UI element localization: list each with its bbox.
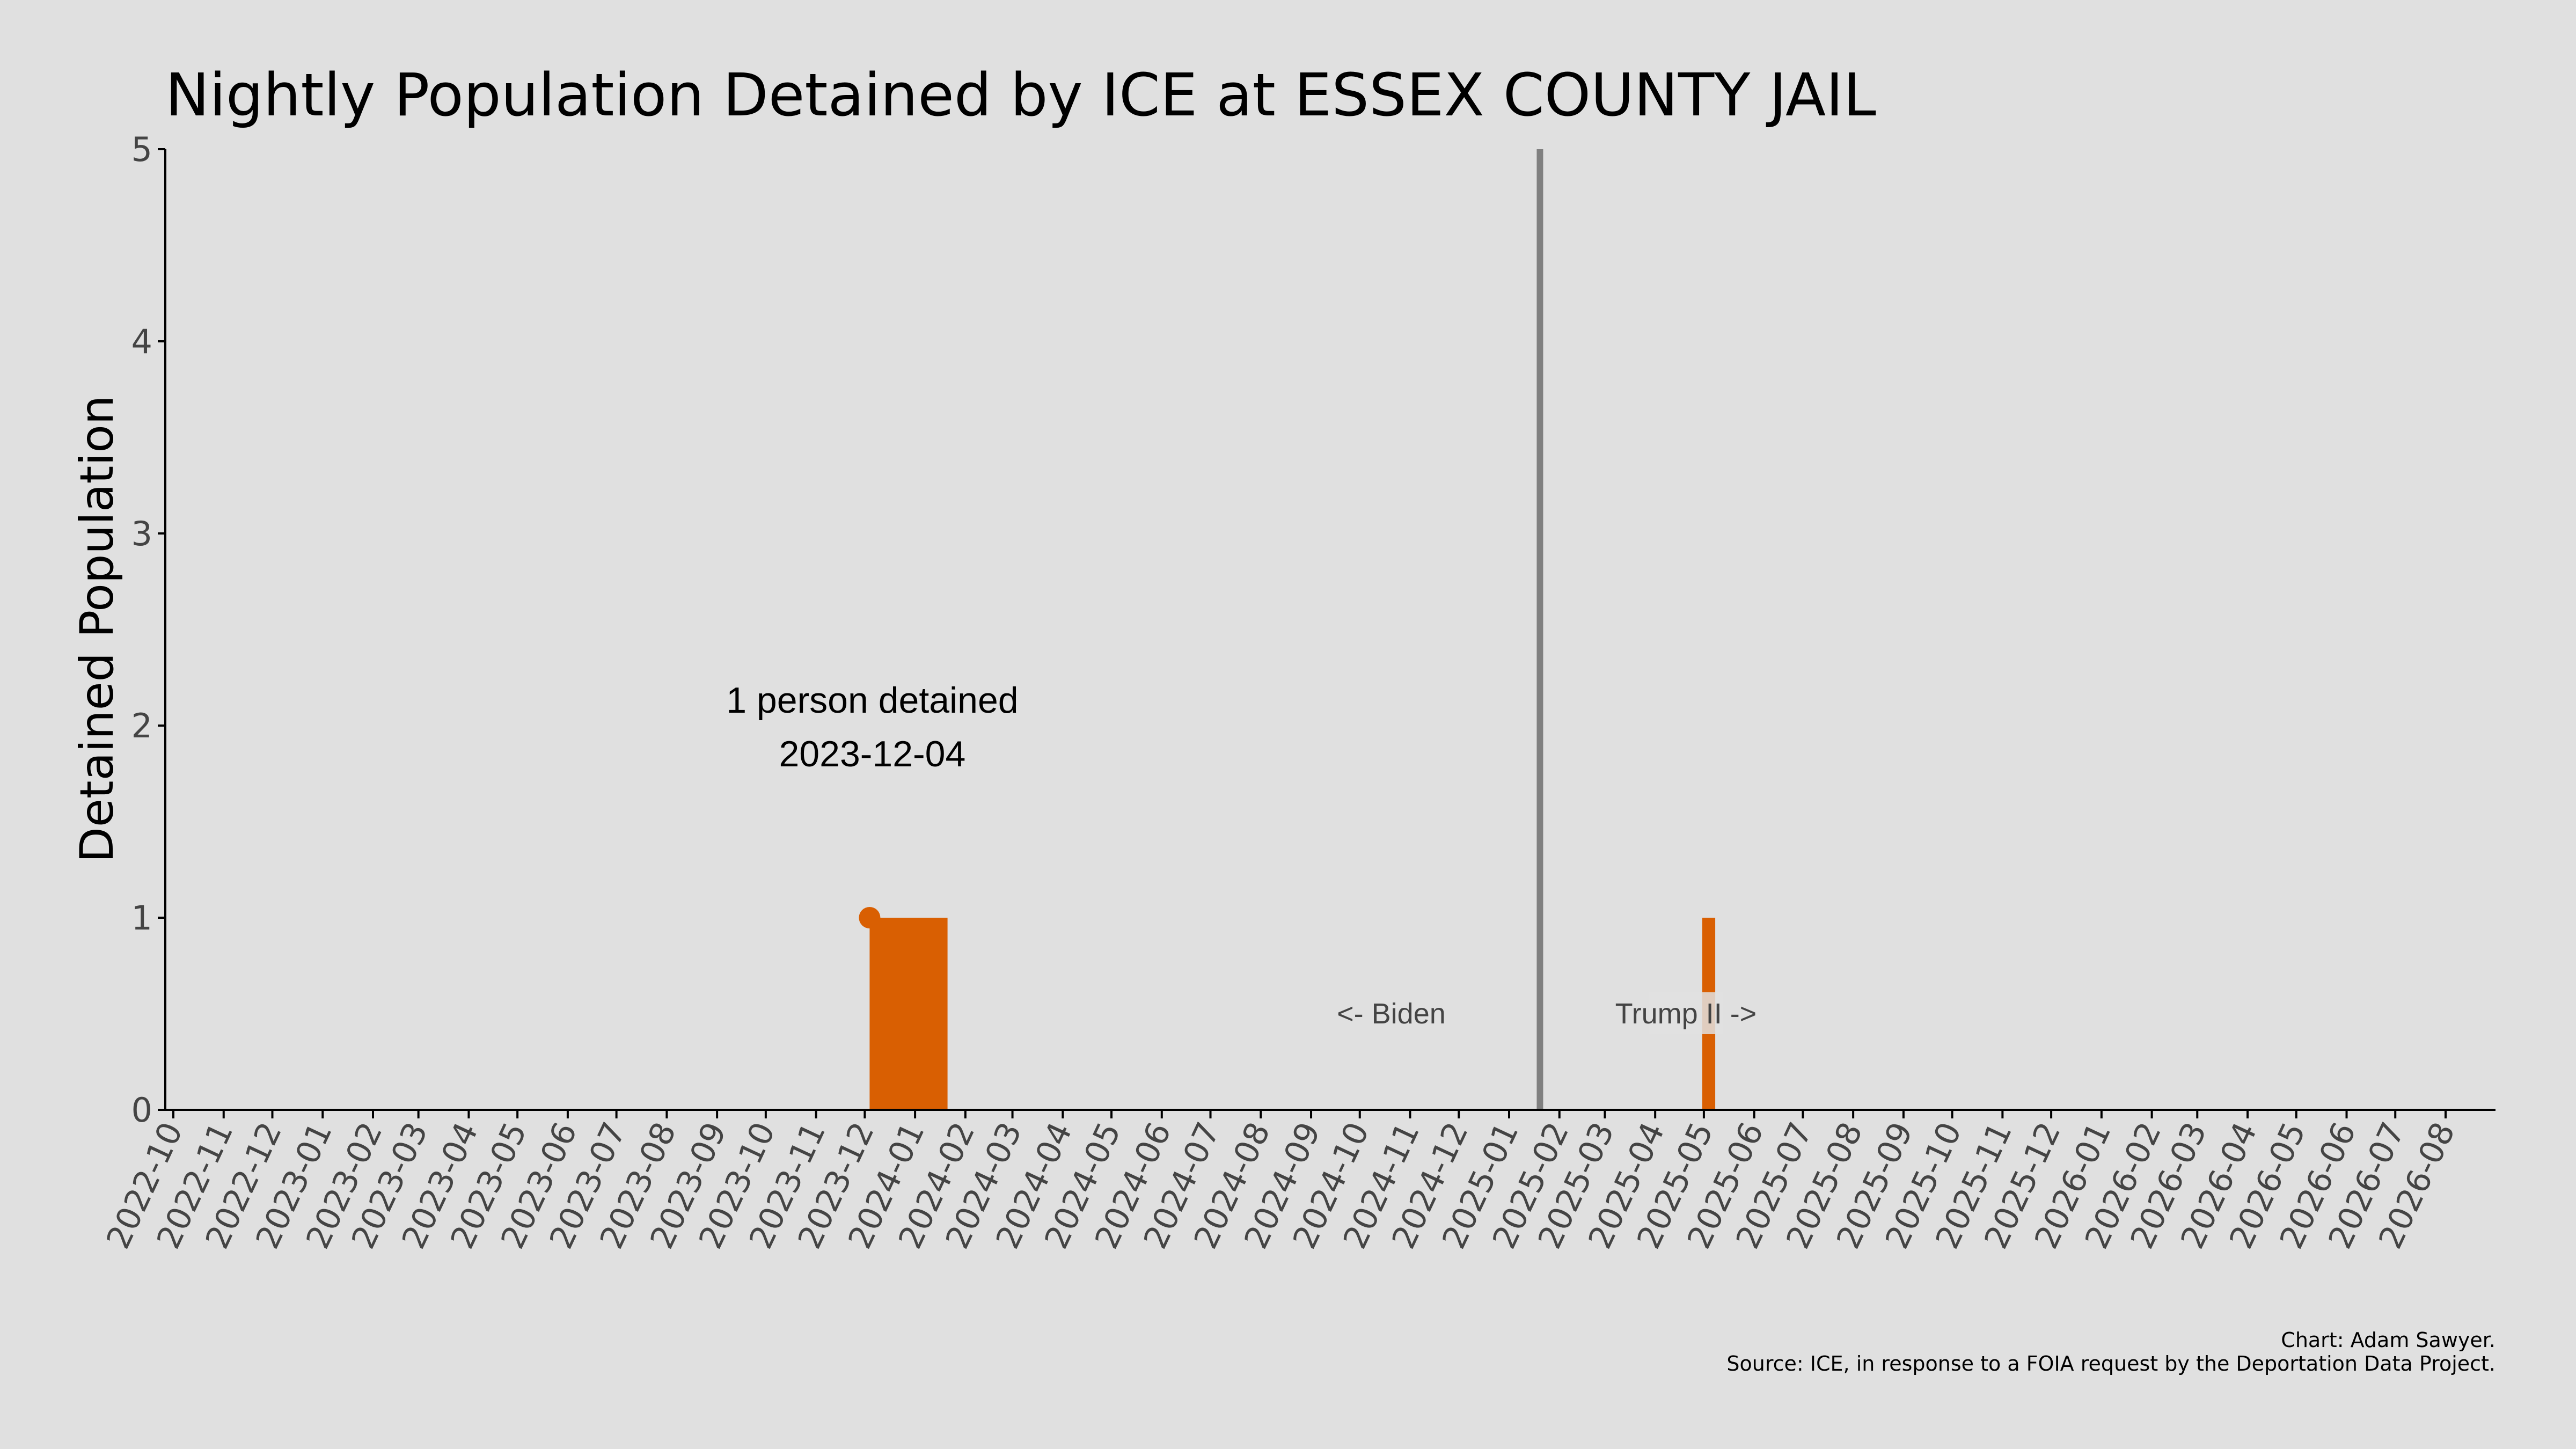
- y-tick-label: 3: [131, 514, 152, 553]
- y-axis-label: Detained Population: [70, 396, 124, 863]
- y-tick-label: 1: [131, 898, 152, 938]
- chart-source: Source: ICE, in response to a FOIA reque…: [1726, 1352, 2496, 1375]
- highlight-label-count: 1 person detained: [726, 680, 1018, 721]
- highlight-label-date: 2023-12-04: [779, 734, 965, 774]
- chart-title: Nightly Population Detained by ICE at ES…: [165, 61, 1876, 129]
- y-tick-label: 4: [131, 322, 152, 361]
- y-tick-label: 2: [131, 706, 152, 745]
- chart-credit: Chart: Adam Sawyer.: [2281, 1328, 2496, 1352]
- detained-population-bars: [869, 918, 1716, 1110]
- highlight-point: [859, 907, 881, 928]
- trump-label-background: [1648, 992, 1724, 1034]
- population-bar: [869, 918, 948, 1110]
- trump-era-label: Trump II ->: [1615, 998, 1757, 1030]
- y-tick-label: 5: [131, 130, 152, 169]
- y-axis-ticks: 0 1 2 3 4 5: [131, 130, 165, 1130]
- x-axis-ticks: 2022-102022-112022-122023-012023-022023-…: [99, 1110, 2463, 1255]
- biden-era-label: <- Biden: [1337, 998, 1446, 1030]
- y-tick-label: 0: [131, 1091, 152, 1130]
